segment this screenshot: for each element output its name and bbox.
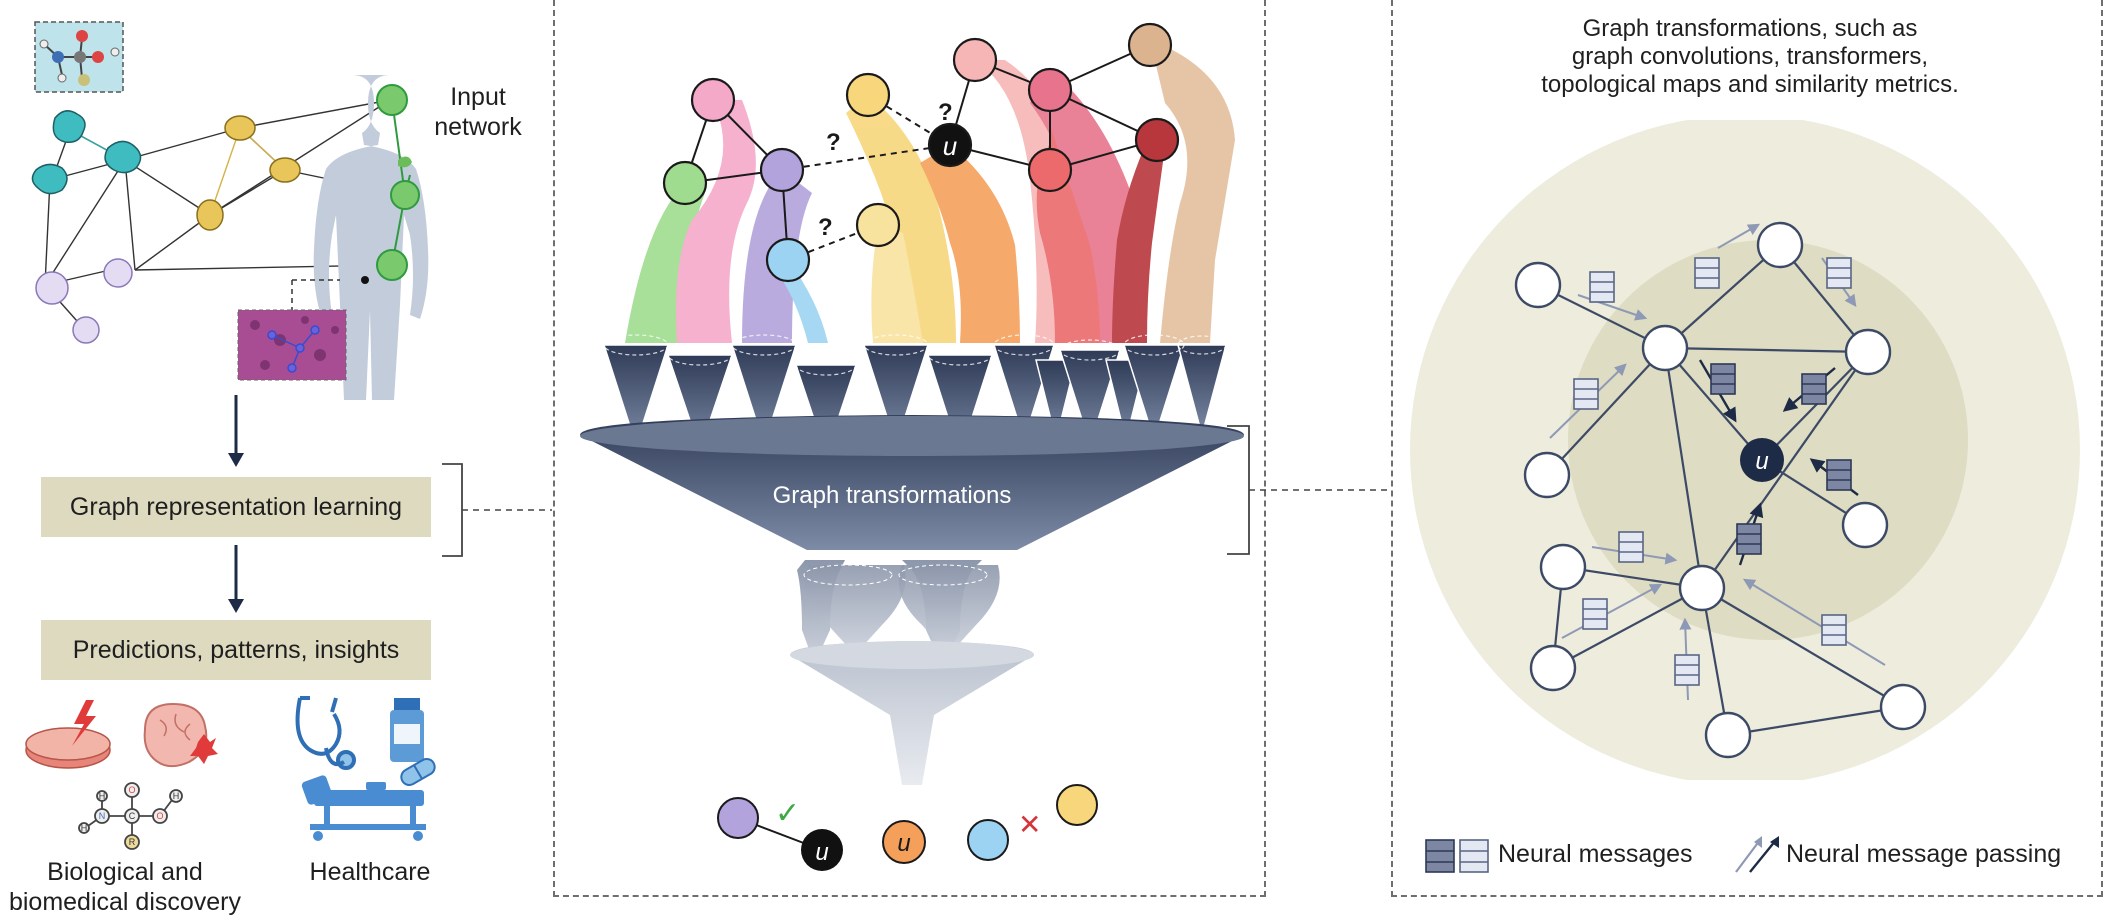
- legend-passing-icon: [1735, 836, 1779, 873]
- input-cones: [602, 344, 1227, 458]
- svg-text:u: u: [1755, 448, 1768, 475]
- svg-text:R: R: [129, 837, 136, 847]
- input-network-label: Input network: [434, 83, 522, 141]
- bio-label: Biological and biomedical discovery: [8, 858, 242, 916]
- question-mark-2: ?: [938, 99, 953, 126]
- outcome-icons: N C O O R H H H: [25, 696, 436, 850]
- target-node-u: [1740, 438, 1784, 482]
- outcome-row: u ✓ u ✕: [717, 784, 1098, 871]
- svg-text:H: H: [99, 791, 106, 801]
- nitrogen-atom: [52, 51, 64, 63]
- right-caption: Graph transformations, such as graph con…: [1541, 15, 1959, 98]
- svg-text:O: O: [156, 811, 163, 821]
- middle-panel: [553, 0, 1266, 897]
- graph-representation-learning-box: Graph representation learning: [41, 477, 431, 537]
- arrow-down-2: [228, 545, 244, 613]
- bracket-left: [442, 463, 552, 557]
- funnel-illustration: u ? ? ? Graph transformations u ✓ u ✕: [580, 22, 1244, 871]
- svg-text:O: O: [128, 785, 135, 795]
- svg-text:N: N: [99, 811, 106, 821]
- tissue-image-icon: [237, 276, 369, 381]
- cross-icon: ✕: [1018, 809, 1041, 840]
- input-network-illustration: [31, 21, 429, 460]
- arrow-down-1: [228, 395, 244, 467]
- question-mark-3: ?: [818, 214, 833, 241]
- bracket-right: [1227, 425, 1391, 555]
- legend-passing-label: Neural message passing: [1786, 840, 2062, 868]
- check-icon: ✓: [775, 797, 800, 830]
- feature-ribbons: [625, 40, 1235, 343]
- legend-messages-icon: [1425, 839, 1489, 873]
- hospital-bed-icon: [301, 775, 426, 841]
- predictions-box: Predictions, patterns, insights: [41, 620, 431, 680]
- svg-text:C: C: [129, 811, 136, 821]
- svg-text:H: H: [81, 823, 88, 833]
- healthcare-label: Healthcare: [309, 858, 431, 886]
- funnel-label: Graph transformations: [773, 482, 1012, 509]
- stethoscope-icon: [295, 696, 356, 770]
- node-u-label: u: [943, 131, 957, 161]
- message-passing-diagram: u: [1410, 120, 2080, 780]
- molecule-icon: [78, 782, 183, 850]
- right-panel: [1391, 0, 2103, 897]
- brain-icon: [143, 702, 218, 768]
- medicine-bottle-icon: [390, 698, 436, 786]
- legend-messages-label: Neural messages: [1498, 840, 1693, 868]
- protein-icon: [31, 110, 142, 195]
- question-mark-1: ?: [826, 129, 841, 156]
- petri-dish-icon: [25, 700, 111, 769]
- svg-text:u: u: [897, 830, 910, 857]
- svg-text:H: H: [173, 791, 180, 801]
- carbon-atom: [74, 51, 86, 63]
- molecule-icon: [34, 21, 124, 93]
- svg-text:u: u: [815, 839, 828, 866]
